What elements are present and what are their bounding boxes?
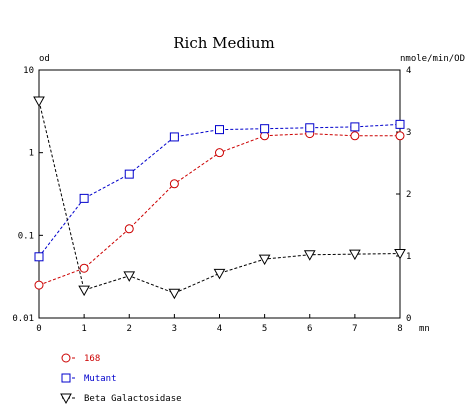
circle-marker xyxy=(34,280,44,290)
legend-label: 168 xyxy=(84,354,100,364)
triangle-marker xyxy=(394,249,406,260)
y-left-tick-label: 1 xyxy=(29,149,34,159)
series-line xyxy=(38,123,401,258)
x-tick-label: 7 xyxy=(352,324,357,334)
triangle-marker xyxy=(78,285,90,297)
square-marker xyxy=(350,122,360,132)
circle-marker xyxy=(61,353,71,363)
circle-marker xyxy=(79,263,89,273)
legend-item: Beta Galactosidase xyxy=(60,393,182,405)
triangle-marker xyxy=(33,96,45,108)
square-marker xyxy=(215,125,224,135)
x-tick-label: 2 xyxy=(127,324,132,334)
y-right-tick-label: 4 xyxy=(406,66,411,76)
chart-title: Rich Medium xyxy=(173,34,274,52)
circle-marker xyxy=(124,224,134,234)
legend: 168 Mutant Beta Galactosidase xyxy=(60,353,182,405)
y-left-tick-label: 0.01 xyxy=(12,314,34,324)
legend-label: Beta Galactosidase xyxy=(84,394,182,404)
square-marker xyxy=(395,119,405,129)
circle-marker xyxy=(350,131,360,141)
square-marker xyxy=(124,169,134,179)
triangle-marker xyxy=(213,268,226,280)
square-marker xyxy=(61,373,71,383)
x-tick-label: 8 xyxy=(397,324,402,334)
legend-item: 168 xyxy=(61,353,100,364)
x-tick-label: 3 xyxy=(172,324,177,334)
y-left-axis-label: od xyxy=(39,54,50,64)
x-tick-label: 1 xyxy=(81,324,86,334)
y-right-tick-label: 0 xyxy=(406,314,411,324)
legend-item: Mutant xyxy=(61,373,117,384)
y-left-tick-label: 0.1 xyxy=(18,231,34,241)
y-right-tick-label: 2 xyxy=(406,190,411,200)
square-marker xyxy=(305,123,315,133)
legend-label: Mutant xyxy=(84,374,117,384)
triangle-marker xyxy=(60,393,72,405)
triangle-marker xyxy=(258,254,271,266)
axis-ticks: 0 1 2 3 4 5 6 7 8 0.01 0.1 1 10 0 1 2 3 4 xyxy=(12,66,411,334)
triangle-marker xyxy=(303,250,316,261)
y-right-axis-label: nmole/min/OD xyxy=(400,54,465,64)
square-marker xyxy=(169,132,179,142)
square-marker xyxy=(79,193,89,203)
triangle-marker xyxy=(123,271,136,282)
series-layer xyxy=(33,96,406,300)
x-tick-label: 0 xyxy=(36,324,41,334)
series-mutant xyxy=(34,119,405,262)
circle-marker xyxy=(215,148,224,158)
y-right-tick-label: 3 xyxy=(406,128,411,138)
triangle-marker xyxy=(168,288,181,300)
series-168 xyxy=(34,129,405,290)
circle-marker xyxy=(395,131,405,141)
y-left-tick-label: 10 xyxy=(23,66,34,76)
x-tick-label: 6 xyxy=(307,324,312,334)
triangle-marker xyxy=(349,249,361,261)
series-beta-galactosidase xyxy=(33,96,406,300)
x-axis-label: mn xyxy=(419,324,430,334)
circle-marker xyxy=(169,179,179,189)
plot-frame xyxy=(38,69,401,319)
x-tick-label: 5 xyxy=(262,324,267,334)
series-line xyxy=(38,100,401,294)
square-marker xyxy=(260,124,270,134)
x-tick-label: 4 xyxy=(217,324,222,334)
square-marker xyxy=(34,252,44,262)
y-right-tick-label: 1 xyxy=(406,252,411,262)
